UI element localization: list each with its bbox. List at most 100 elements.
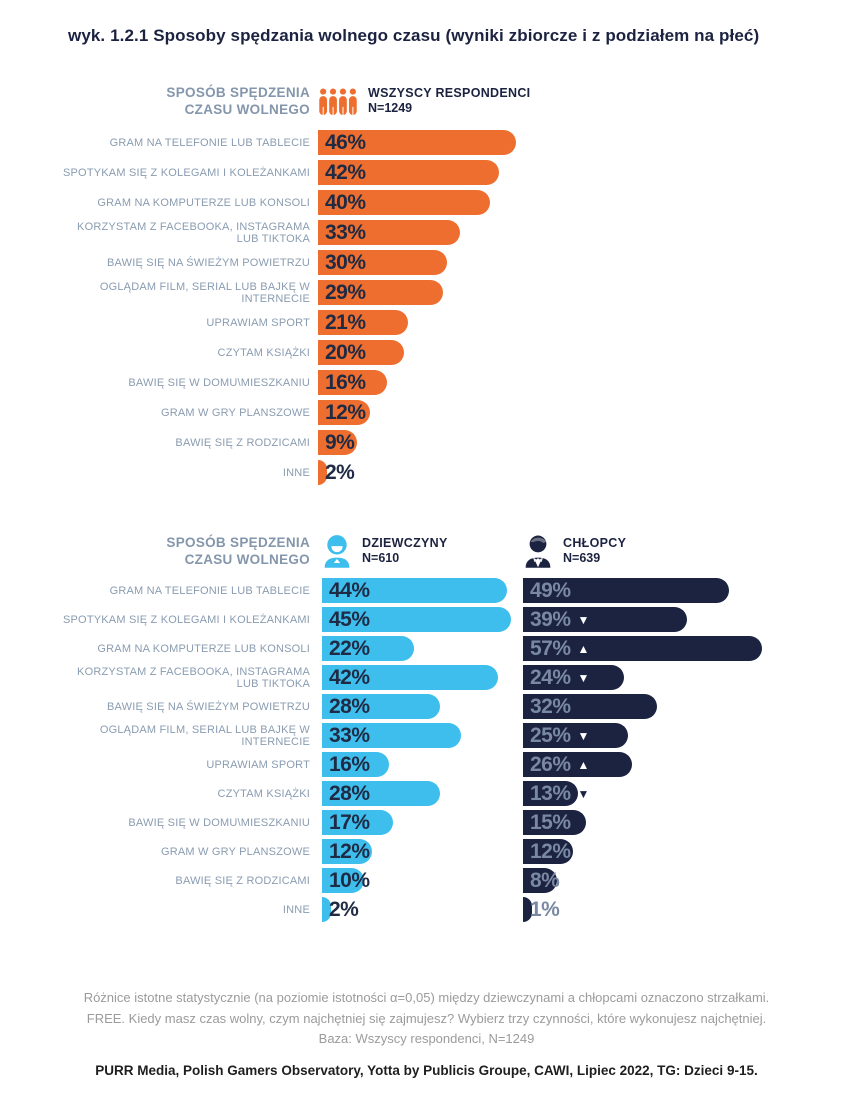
bar-value: 12% (325, 397, 366, 428)
bar-value-text: 33% (325, 221, 366, 245)
bar-track: 12% (318, 400, 843, 425)
footnote-line: FREE. Kiedy masz czas wolny, czym najchę… (0, 1009, 853, 1030)
legend-all-label: WSZYSCY RESPONDENCI (368, 86, 530, 101)
chart-row: UPRAWIAM SPORT 16% 26%▲ (60, 752, 843, 777)
row-label: BAWIĘ SIĘ NA ŚWIEŻYM POWIETRZU (60, 257, 310, 269)
chart-all-rows: GRAM NA TELEFONIE LUB TABLECIE46% SPOTYKA… (60, 130, 843, 485)
chart-row: UPRAWIAM SPORT21% (60, 310, 843, 335)
bar-track: 10% (322, 868, 511, 893)
legend-all-n: N=1249 (368, 101, 530, 116)
row-label: BAWIĘ SIĘ Z RODZICAMI (60, 437, 310, 449)
row-label: BAWIĘ SIĘ W DOMU\MIESZKANIU (60, 817, 310, 829)
row-label: GRAM NA KOMPUTERZE LUB KONSOLI (60, 197, 310, 209)
bar-value-text: 16% (325, 371, 366, 395)
bar-track: 42% (322, 665, 511, 690)
chart-row: BAWIĘ SIĘ W DOMU\MIESZKANIU16% (60, 370, 843, 395)
chart-row: KORZYSTAM Z FACEBOOKA, INSTAGRAMA LUB TI… (60, 220, 843, 245)
bar-value: 32% (530, 691, 571, 722)
bar-value-text: 15% (530, 811, 571, 835)
axis-title: SPOSÓB SPĘDZENIA CZASU WOLNEGO (60, 84, 310, 118)
bar-value: 20% (325, 337, 366, 368)
legend-boys-label: CHŁOPCY (563, 536, 626, 551)
row-label: BAWIĘ SIĘ NA ŚWIEŻYM POWIETRZU (60, 701, 310, 713)
bar-track: 13%▼ (523, 781, 843, 806)
bar-track: 15% (523, 810, 843, 835)
bar-value: 17% (329, 807, 370, 838)
chart-row: BAWIĘ SIĘ W DOMU\MIESZKANIU 17% 15% (60, 810, 843, 835)
bar-track: 28% (322, 694, 511, 719)
row-label: GRAM NA TELEFONIE LUB TABLECIE (60, 585, 310, 597)
figure-title: wyk. 1.2.1 Sposoby spędzania wolnego cza… (68, 26, 828, 46)
chart-row: BAWIĘ SIĘ Z RODZICAMI 9% (60, 430, 843, 455)
bar-value-text: 45% (329, 608, 370, 632)
bar-track: 20% (318, 340, 843, 365)
chart-gender-header: SPOSÓB SPĘDZENIA CZASU WOLNEGO DZIEWCZYN… (60, 534, 843, 568)
legend-boys-n: N=639 (563, 551, 626, 566)
bar-value-text: 22% (329, 637, 370, 661)
legend-girls-n: N=610 (362, 551, 448, 566)
bar-value-text: 2% (329, 898, 358, 922)
bar-value: 39%▼ (530, 604, 589, 635)
row-label: KORZYSTAM Z FACEBOOKA, INSTAGRAMA LUB TI… (60, 221, 310, 245)
row-label: BAWIĘ SIĘ Z RODZICAMI (60, 875, 310, 887)
chart-row: GRAM NA TELEFONIE LUB TABLECIE 44% 49% (60, 578, 843, 603)
row-label: CZYTAM KSIĄŻKI (60, 347, 310, 359)
chart-row: SPOTYKAM SIĘ Z KOLEGAMI I KOLEŻANKAMI42% (60, 160, 843, 185)
bar-track: 46% (318, 130, 843, 155)
bar-value: 16% (325, 367, 366, 398)
bar-value-text: 42% (329, 666, 370, 690)
bar-track: 40% (318, 190, 843, 215)
chart-row: GRAM W GRY PLANSZOWE12% (60, 400, 843, 425)
bar-value-text: 24% (530, 666, 571, 690)
chart-row: GRAM NA TELEFONIE LUB TABLECIE46% (60, 130, 843, 155)
bar-value: 40% (325, 187, 366, 218)
bar-track: 26%▲ (523, 752, 843, 777)
row-label: CZYTAM KSIĄŻKI (60, 788, 310, 800)
bar-track: 16% (318, 370, 843, 395)
bar-track: 39%▼ (523, 607, 843, 632)
bar-track: 12% (523, 839, 843, 864)
bar-value-text: 20% (325, 341, 366, 365)
bar-track: 22% (322, 636, 511, 661)
bar-track: 2% (322, 897, 511, 922)
chart-row: OGLĄDAM FILM, SERIAL LUB BAJKĘ W INTERNE… (60, 723, 843, 748)
chart-row: OGLĄDAM FILM, SERIAL LUB BAJKĘ W INTERNE… (60, 280, 843, 305)
bar-value: 49% (530, 575, 571, 606)
bar-value-text: 40% (325, 191, 366, 215)
chart-row: GRAM NA KOMPUTERZE LUB KONSOLI22%57%▲ (60, 636, 843, 661)
bar-value: 16% (329, 749, 370, 780)
bar-track: 57%▲ (523, 636, 843, 661)
bar-value: 29% (325, 277, 366, 308)
bar-value-text: 49% (530, 579, 571, 603)
bar-value: 46% (325, 127, 366, 158)
bar-value: 12% (329, 836, 370, 867)
bar-value-text: 44% (329, 579, 370, 603)
bar-value-text: 33% (329, 724, 370, 748)
bar-value: 2% (325, 457, 354, 488)
bar-value-text: 28% (329, 782, 370, 806)
bar-value-text: 8% (530, 869, 559, 893)
row-label: GRAM W GRY PLANSZOWE (60, 846, 310, 858)
significance-arrow-icon: ▼ (578, 672, 590, 684)
bar-value-text: 9% (325, 431, 354, 455)
bar-track: 30% (318, 250, 843, 275)
bar-value: 33% (325, 217, 366, 248)
row-label: OGLĄDAM FILM, SERIAL LUB BAJKĘ W INTERNE… (60, 724, 310, 748)
legend-boys: CHŁOPCY N=639 (523, 534, 843, 568)
bar-track: 2% (318, 460, 843, 485)
bar-value: 30% (325, 247, 366, 278)
bar-value: 45% (329, 604, 370, 635)
bar-value: 24% ▼ (530, 662, 589, 693)
girl-icon (322, 534, 352, 568)
bar-value-text: 29% (325, 281, 366, 305)
axis-title: SPOSÓB SPĘDZENIA CZASU WOLNEGO (60, 534, 310, 568)
chart-all-respondents: SPOSÓB SPĘDZENIA CZASU WOLNEGO (0, 84, 853, 490)
bar-value: 25%▼ (530, 720, 589, 751)
bar-value-text: 12% (530, 840, 571, 864)
bar-value: 42% (325, 157, 366, 188)
bar-value-text: 57% (530, 637, 571, 661)
chart-row: GRAM W GRY PLANSZOWE 12% 12% (60, 839, 843, 864)
row-label: UPRAWIAM SPORT (60, 759, 310, 771)
bar-track: 44% (322, 578, 511, 603)
chart-row: BAWIĘ SIĘ NA ŚWIEŻYM POWIETRZU 28% 32% (60, 694, 843, 719)
